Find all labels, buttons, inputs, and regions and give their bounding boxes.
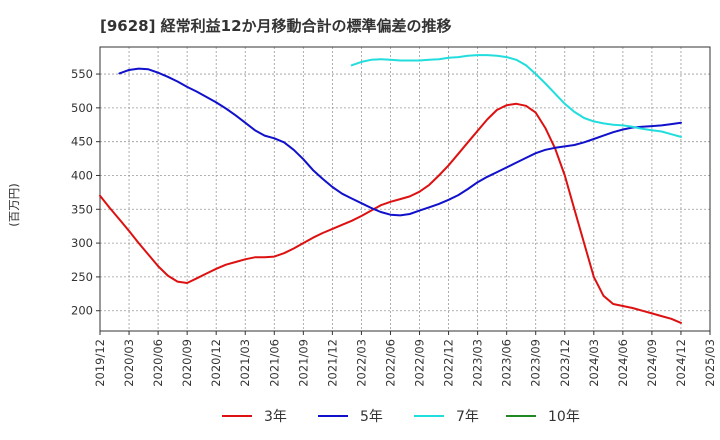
x-tick-label: 2023/06 [500, 339, 514, 387]
x-tick-label: 2021/06 [267, 339, 281, 387]
legend-label-0: 3年 [264, 409, 287, 425]
y-axis: 200 250 300 350 400 450 500 550 [71, 67, 100, 318]
x-tick-label: 2024/09 [645, 339, 659, 387]
series-line-2 [350, 54, 682, 138]
series-line-0 [99, 102, 682, 324]
x-tick-label: 2024/12 [674, 339, 688, 387]
legend: 3年 5年 7年 10年 [222, 409, 580, 425]
x-tick-label: 2020/09 [180, 339, 194, 387]
x-tick-label: 2024/03 [587, 339, 601, 387]
y-tick-label: 550 [71, 67, 93, 81]
x-tick-label: 2020/03 [122, 339, 136, 387]
grid-lines [99, 47, 711, 331]
x-tick-label: 2020/06 [151, 339, 165, 387]
x-tick-label: 2021/09 [296, 339, 310, 387]
y-tick-label: 200 [71, 304, 93, 318]
y-tick-label: 400 [71, 168, 93, 182]
y-tick-label: 300 [71, 236, 93, 250]
x-tick-label: 2022/03 [354, 339, 368, 387]
x-tick-label: 2024/06 [616, 339, 630, 387]
x-tick-label: 2023/03 [471, 339, 485, 387]
y-tick-label: 250 [71, 270, 93, 284]
x-axis: 2019/12 2020/03 2020/06 2020/09 2020/12 2021/… [93, 331, 717, 387]
x-tick-label: 2021/03 [238, 339, 252, 387]
y-tick-label: 500 [71, 101, 93, 115]
x-tick-label: 2025/03 [703, 339, 717, 387]
chart-title: [9628] 経常利益12か月移動合計の標準偏差の推移 [100, 17, 452, 35]
plot-area [99, 46, 711, 332]
y-tick-label: 350 [71, 202, 93, 216]
legend-label-2: 7年 [456, 409, 479, 425]
x-tick-label: 2023/12 [558, 339, 572, 387]
x-tick-label: 2020/12 [209, 339, 223, 387]
x-tick-label: 2022/12 [442, 339, 456, 387]
x-tick-label: 2021/12 [325, 339, 339, 387]
x-tick-label: 2022/09 [413, 339, 427, 387]
legend-label-1: 5年 [360, 409, 383, 425]
series-lines [99, 54, 682, 324]
x-tick-label: 2023/09 [529, 339, 543, 387]
legend-label-3: 10年 [548, 409, 580, 425]
y-axis-label: (百万円) [7, 183, 21, 226]
series-line-1 [118, 67, 682, 217]
x-tick-label: 2022/06 [383, 339, 397, 387]
x-tick-label: 2019/12 [93, 339, 107, 387]
y-tick-label: 450 [71, 135, 93, 149]
